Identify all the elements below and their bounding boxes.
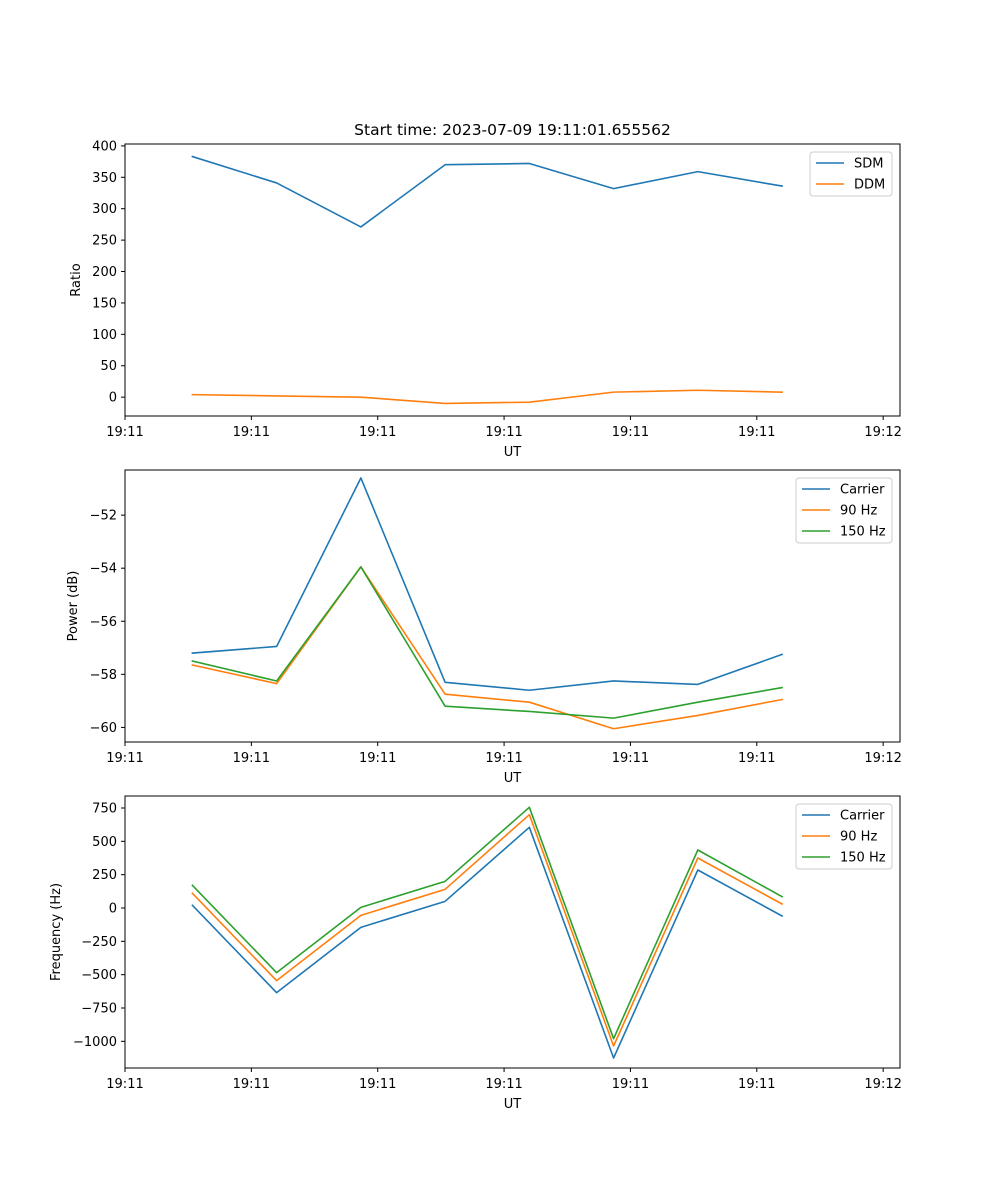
legend-label: Carrier [840, 809, 885, 824]
y-tick-label: 250 [92, 234, 117, 249]
y-axis-label: Ratio [69, 263, 84, 296]
y-tick-label: 50 [100, 359, 117, 374]
y-tick-label: −56 [90, 615, 117, 630]
series-line-carrier [191, 477, 784, 692]
y-axis-label: Power (dB) [66, 571, 81, 642]
y-tick-label: −500 [81, 968, 117, 983]
y-tick-label: 100 [92, 328, 117, 343]
y-tick-label: 750 [92, 802, 117, 817]
x-tick-label: 19:11 [359, 425, 396, 440]
x-axis-label: UT [504, 1097, 522, 1112]
series-line-carrier [191, 826, 784, 1059]
legend: SDM DDM [809, 151, 893, 197]
x-tick-label: 19:11 [485, 1077, 522, 1092]
x-tick-label: 19:11 [612, 425, 649, 440]
x-tick-label: 19:12 [864, 1077, 901, 1092]
x-tick-label: 19:11 [485, 425, 522, 440]
x-tick-label: 19:11 [738, 425, 775, 440]
x-tick-label: 19:11 [106, 425, 143, 440]
y-tick-label: −54 [90, 562, 117, 577]
y-tick-label: 250 [92, 868, 117, 883]
y-tick-label: 0 [109, 391, 117, 406]
y-tick-label: −1000 [73, 1035, 117, 1050]
chart-panel-2: 19:11 19:11 19:11 19:11 19:11 19:11 19:12 −60 −5… [66, 469, 902, 786]
x-tick-label: 19:11 [359, 1077, 396, 1092]
legend-box [795, 477, 893, 544]
legend: Carrier 90 Hz 150 Hz [795, 803, 893, 870]
chart-title: Start time: 2023-07-09 19:11:01.655562 [354, 121, 671, 139]
series-line-sdm [191, 155, 783, 228]
y-tick-label: −58 [90, 668, 117, 683]
x-tick-label: 19:11 [485, 751, 522, 766]
legend-label: 90 Hz [840, 830, 877, 845]
axes-frame [124, 143, 901, 417]
x-tick-label: 19:11 [359, 751, 396, 766]
legend-label: DDM [854, 178, 885, 193]
legend-label: SDM [854, 157, 883, 172]
series-line-ddm [191, 389, 783, 405]
series-line-90-hz [191, 566, 784, 730]
series-line-150-hz [191, 806, 784, 1040]
chart-panel-3: 19:11 19:11 19:11 19:11 19:11 19:11 19:12 −1000… [49, 795, 902, 1112]
legend-box [795, 803, 893, 870]
chart-panel-1: Start time: 2023-07-09 19:11:01.655562 19… [69, 121, 902, 460]
y-tick-label: 400 [92, 139, 117, 154]
y-tick-label: 150 [92, 296, 117, 311]
x-tick-label: 19:11 [233, 751, 270, 766]
x-tick-label: 19:11 [738, 751, 775, 766]
x-tick-label: 19:11 [233, 1077, 270, 1092]
x-tick-label: 19:11 [106, 751, 143, 766]
y-tick-label: −250 [81, 935, 117, 950]
x-tick-label: 19:11 [106, 1077, 143, 1092]
series-line-90-hz [191, 813, 784, 1047]
legend: Carrier 90 Hz 150 Hz [795, 477, 893, 544]
y-tick-label: 300 [92, 202, 117, 217]
y-tick-label: −52 [90, 509, 117, 524]
x-axis-label: UT [504, 445, 522, 460]
y-axis-label: Frequency (Hz) [49, 883, 64, 981]
y-tick-label: −60 [90, 721, 117, 736]
axes-frame [124, 795, 901, 1069]
x-tick-label: 19:11 [612, 751, 649, 766]
x-tick-label: 19:12 [864, 751, 901, 766]
x-tick-label: 19:11 [233, 425, 270, 440]
y-tick-label: 500 [92, 835, 117, 850]
legend-label: Carrier [840, 483, 885, 498]
x-axis-label: UT [504, 771, 522, 786]
y-tick-label: 0 [109, 902, 117, 917]
y-tick-label: −750 [81, 1002, 117, 1017]
x-tick-label: 19:11 [612, 1077, 649, 1092]
x-tick-label: 19:11 [738, 1077, 775, 1092]
x-tick-label: 19:12 [864, 425, 901, 440]
y-tick-label: 350 [92, 171, 117, 186]
series-line-150-hz [191, 566, 783, 719]
legend-label: 90 Hz [840, 504, 877, 519]
legend-label: 150 Hz [840, 525, 886, 540]
axes-frame [124, 469, 901, 743]
legend-label: 150 Hz [840, 851, 886, 866]
y-tick-label: 200 [92, 265, 117, 280]
